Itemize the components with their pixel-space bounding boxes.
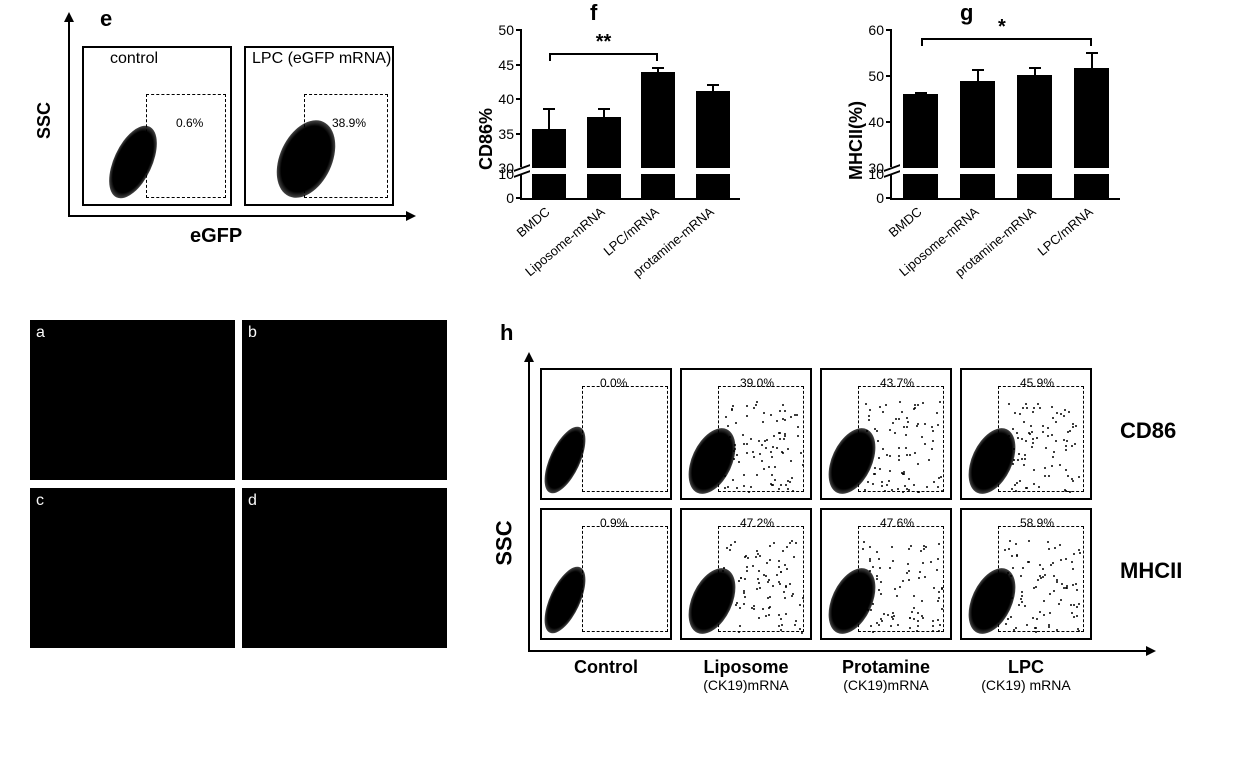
chart-f-plot: 3035404550010BMDCLiposome-mRNALPC/mRNApr…: [520, 30, 740, 200]
category-label: BMDC: [885, 204, 924, 240]
gate-pct: 58.9%: [1020, 516, 1054, 530]
gate-pct: 39.0%: [740, 376, 774, 390]
ytick-label: 45: [498, 57, 514, 73]
micrograph-grid: a b c d: [30, 320, 450, 650]
flow-gate-pct: 0.6%: [176, 116, 203, 130]
ytick-label: 50: [868, 68, 884, 84]
gate-pct: 47.2%: [740, 516, 774, 530]
row-label: CD86: [1120, 418, 1176, 444]
error-bar: [920, 92, 922, 94]
col-label-sub: (CK19)mRNA: [820, 678, 952, 693]
panel-e: SSC eGFP 0.6% control 38.9% LPC (eGFP mR…: [30, 10, 410, 250]
bar: [532, 129, 566, 168]
flow-cell: 43.7%: [820, 368, 952, 500]
ytick-label: 10: [868, 166, 884, 182]
ytick-label: 40: [868, 114, 884, 130]
panel-e-xlabel: eGFP: [190, 225, 242, 248]
ytick-label: 0: [506, 190, 514, 206]
col-label-sub: (CK19)mRNA: [680, 678, 812, 693]
ytick-label: 35: [498, 126, 514, 142]
significance-label: *: [998, 16, 1006, 39]
flow-gate-pct: 38.9%: [332, 116, 366, 130]
bar: [641, 72, 675, 168]
flow-plot-control: 0.6%: [82, 46, 232, 206]
panel-h: SSC 0.0% 39.0% 43.7% 45.9% 0.9% 47.2% 47.6% 58.…: [480, 330, 1220, 750]
error-bar: [1034, 67, 1036, 75]
panel-h-x-axis: [528, 650, 1148, 652]
flow-gate: [146, 94, 226, 198]
category-label: BMDC: [514, 204, 553, 240]
flow-cell: 39.0%: [680, 368, 812, 500]
col-label-sub: (CK19) mRNA: [960, 678, 1092, 693]
bar: [696, 91, 730, 169]
flow-cell: 0.9%: [540, 508, 672, 640]
bar: [903, 94, 938, 168]
ytick-label: 40: [498, 91, 514, 107]
panel-e-x-axis: [68, 215, 408, 217]
error-bar: [657, 67, 659, 73]
chart-f-ylabel: CD86%: [476, 108, 497, 170]
error-bar: [977, 69, 979, 81]
micrograph-letter: c: [36, 492, 44, 510]
bar: [587, 117, 621, 168]
gate-pct: 47.6%: [880, 516, 914, 530]
ytick-label: 0: [876, 190, 884, 206]
panel-h-ylabel: SSC: [492, 520, 518, 565]
bar: [1017, 75, 1052, 168]
panel-h-y-axis: [528, 360, 530, 650]
flow-cell: 0.0%: [540, 368, 672, 500]
gate-pct: 0.9%: [600, 516, 627, 530]
significance-label: **: [596, 31, 612, 54]
flow-cell: 58.9%: [960, 508, 1092, 640]
micrograph-c: c: [30, 488, 235, 648]
col-label: Protamine(CK19)mRNA: [820, 658, 952, 693]
flow-plot-lpc: 38.9%: [244, 46, 394, 206]
flow-gate: [304, 94, 388, 198]
flow-cell: 47.6%: [820, 508, 952, 640]
panel-e-y-axis: [68, 20, 70, 215]
panel-e-ylabel: SSC: [34, 102, 55, 139]
error-bar: [712, 84, 714, 91]
micrograph-letter: d: [248, 492, 257, 510]
error-bar: [548, 108, 550, 129]
col-label: Liposome(CK19)mRNA: [680, 658, 812, 693]
ytick-label: 50: [498, 22, 514, 38]
row-label: MHCII: [1120, 558, 1182, 584]
micrograph-d: d: [242, 488, 447, 648]
category-label: LPC/mRNA: [1034, 204, 1095, 259]
col-label: Control: [540, 658, 672, 678]
col-label: LPC(CK19) mRNA: [960, 658, 1092, 693]
micrograph-a: a: [30, 320, 235, 480]
error-bar: [1091, 52, 1093, 68]
micrograph-letter: b: [248, 324, 257, 342]
col-label-main: Protamine: [842, 657, 930, 677]
flow-cell: 47.2%: [680, 508, 812, 640]
gate-pct: 0.0%: [600, 376, 627, 390]
ytick-label: 60: [868, 22, 884, 38]
bar: [960, 81, 995, 169]
significance-bracket: [921, 38, 1092, 40]
micrograph-letter: a: [36, 324, 45, 342]
gate-pct: 45.9%: [1020, 376, 1054, 390]
error-bar: [603, 108, 605, 117]
flow-title-control: control: [110, 50, 158, 68]
col-label-main: Liposome: [703, 657, 788, 677]
bar: [1074, 68, 1109, 169]
chart-mhcii: MHCII(%) 30405060010BMDCLiposome-mRNApro…: [840, 20, 1140, 250]
flow-title-lpc: LPC (eGFP mRNA): [252, 50, 391, 68]
flow-cell: 45.9%: [960, 368, 1092, 500]
micrograph-b: b: [242, 320, 447, 480]
col-label-main: LPC: [1008, 657, 1044, 677]
chart-cd86: CD86% 3035404550010BMDCLiposome-mRNALPC/…: [470, 20, 770, 250]
ytick-label: 10: [498, 166, 514, 182]
chart-g-plot: 30405060010BMDCLiposome-mRNAprotamine-mR…: [890, 30, 1120, 200]
chart-g-ylabel: MHCII(%): [846, 101, 867, 180]
gate-pct: 43.7%: [880, 376, 914, 390]
col-label-main: Control: [574, 657, 638, 677]
